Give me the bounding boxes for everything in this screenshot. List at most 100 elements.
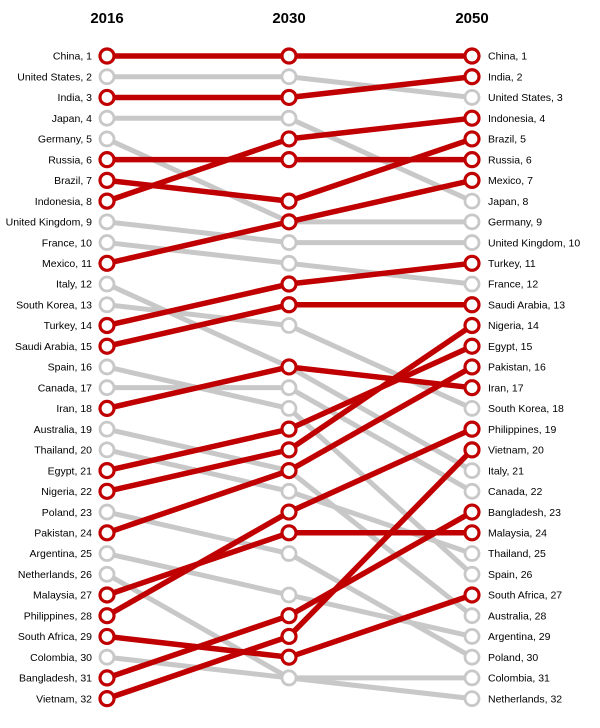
label-2016-rank-29: South Africa, 29	[18, 631, 92, 643]
label-2050-rank-24: Malaysia, 24	[488, 527, 547, 539]
year-header-2030: 2030	[272, 10, 305, 27]
marker-canada-2050	[463, 482, 481, 500]
marker-united-states-2030	[280, 68, 298, 86]
marker-nigeria-2050	[463, 316, 481, 335]
marker-italy-2050	[463, 462, 481, 480]
marker-malaysia-2030	[280, 524, 298, 542]
label-2050-rank-15: Egypt, 15	[488, 341, 533, 353]
marker-iran-2050	[463, 379, 481, 397]
label-2016-rank-19: Australia, 19	[34, 424, 93, 436]
label-2050-rank-19: Philippines, 19	[488, 424, 556, 436]
marker-argentina-2050	[463, 628, 481, 645]
labels-2050: China, 1 India, 2 United States, 3 Indonesi…	[488, 51, 580, 706]
marker-india-2016	[98, 88, 116, 107]
label-2050-rank-31: Colombia, 31	[488, 673, 550, 685]
marker-south-korea-2050	[463, 400, 481, 417]
marker-egypt-2050	[463, 337, 481, 355]
label-2050-rank-25: Thailand, 25	[488, 548, 546, 560]
label-2016-rank-22: Nigeria, 22	[41, 486, 92, 498]
marker-china-2030	[280, 47, 298, 65]
marker-canada-2016	[98, 379, 116, 397]
marker-india-2050	[463, 68, 481, 86]
label-2016-rank-14: Turkey, 14	[44, 320, 93, 332]
marker-united-kingdom-2030	[280, 234, 298, 251]
label-2016-rank-13: South Korea, 13	[16, 299, 92, 311]
label-2050-rank-1: China, 1	[488, 51, 527, 63]
label-2016-rank-17: Canada, 17	[38, 382, 92, 394]
marker-poland-2030	[280, 545, 298, 562]
marker-china-2050	[463, 47, 481, 65]
label-2050-rank-3: United States, 3	[488, 92, 563, 104]
marker-australia-2016	[98, 420, 116, 438]
label-2050-rank-28: Australia, 28	[488, 610, 547, 622]
marker-japan-2030	[280, 109, 298, 127]
marker-colombia-2050	[463, 669, 481, 687]
marker-saudi-arabia-2030	[280, 296, 298, 314]
marker-philippines-2016	[98, 607, 116, 625]
marker-vietnam-2030	[280, 627, 298, 646]
marker-colombia-2016	[98, 648, 116, 666]
marker-canada-2030	[280, 379, 298, 397]
marker-south-africa-2030	[280, 648, 298, 666]
marker-india-2030	[280, 88, 298, 107]
marker-malaysia-2016	[98, 586, 116, 604]
marker-pakistan-2030	[280, 462, 298, 480]
marker-south-africa-2050	[463, 586, 481, 604]
marker-turkey-2030	[280, 275, 298, 293]
marker-philippines-2030	[280, 503, 298, 521]
label-2016-rank-18: Iran, 18	[56, 403, 92, 415]
label-2050-rank-2: India, 2	[488, 71, 523, 83]
marker-australia-2050	[463, 607, 481, 625]
marker-vietnam-2050	[463, 441, 481, 459]
label-2016-rank-25: Argentina, 25	[30, 548, 93, 560]
label-2050-rank-32: Netherlands, 32	[488, 693, 562, 705]
label-2050-rank-26: Spain, 26	[488, 569, 533, 581]
label-2050-rank-13: Saudi Arabia, 13	[488, 299, 565, 311]
marker-china-2016	[98, 47, 116, 65]
marker-egypt-2016	[98, 462, 116, 480]
marker-argentina-2030	[280, 586, 298, 604]
label-2016-rank-27: Malaysia, 27	[33, 590, 92, 602]
marker-nigeria-2016	[98, 482, 116, 500]
label-2016-rank-30: Colombia, 30	[30, 652, 92, 664]
marker-united-kingdom-2016	[98, 213, 116, 231]
marker-united-states-2016	[98, 68, 116, 86]
marker-bangladesh-2030	[280, 607, 298, 625]
marker-united-states-2050	[463, 89, 481, 106]
label-2050-rank-6: Russia, 6	[488, 154, 532, 166]
marker-turkey-2016	[98, 316, 116, 335]
marker-netherlands-2016	[98, 565, 116, 583]
label-2016-rank-15: Saudi Arabia, 15	[15, 341, 92, 353]
marker-saudi-arabia-2050	[463, 296, 481, 314]
marker-poland-2050	[463, 648, 481, 666]
label-2016-rank-23: Poland, 23	[42, 507, 92, 519]
label-2016-rank-7: Brazil, 7	[54, 175, 92, 187]
marker-indonesia-2016	[98, 192, 116, 210]
label-2050-rank-8: Japan, 8	[488, 196, 528, 208]
label-2016-rank-24: Pakistan, 24	[34, 527, 92, 539]
label-2050-rank-5: Brazil, 5	[488, 134, 526, 146]
series-line-turkey	[104, 260, 475, 329]
labels-2016: China, 1 United States, 2 India, 3 Japan, 4…	[6, 51, 93, 706]
label-2016-rank-20: Thailand, 20	[34, 445, 92, 457]
label-2016-rank-12: Italy, 12	[56, 279, 92, 291]
label-2050-rank-4: Indonesia, 4	[488, 113, 545, 125]
marker-spain-2030	[280, 400, 298, 417]
label-2050-rank-27: South Africa, 27	[488, 590, 562, 602]
marker-france-2030	[280, 254, 298, 272]
label-2050-rank-11: Turkey, 11	[488, 258, 536, 270]
marker-pakistan-2050	[463, 358, 481, 376]
marker-south-korea-2016	[98, 296, 116, 314]
marker-japan-2016	[98, 109, 116, 127]
label-2050-rank-30: Poland, 30	[488, 652, 538, 664]
marker-vietnam-2016	[98, 690, 116, 708]
marker-south-africa-2016	[98, 627, 116, 646]
marker-indonesia-2030	[280, 130, 298, 148]
marker-spain-2016	[98, 358, 116, 376]
marker-iran-2016	[98, 399, 116, 418]
marker-bangladesh-2050	[463, 503, 481, 521]
label-2016-rank-3: India, 3	[58, 92, 93, 104]
label-2050-rank-29: Argentina, 29	[488, 631, 551, 643]
marker-pakistan-2016	[98, 524, 116, 542]
